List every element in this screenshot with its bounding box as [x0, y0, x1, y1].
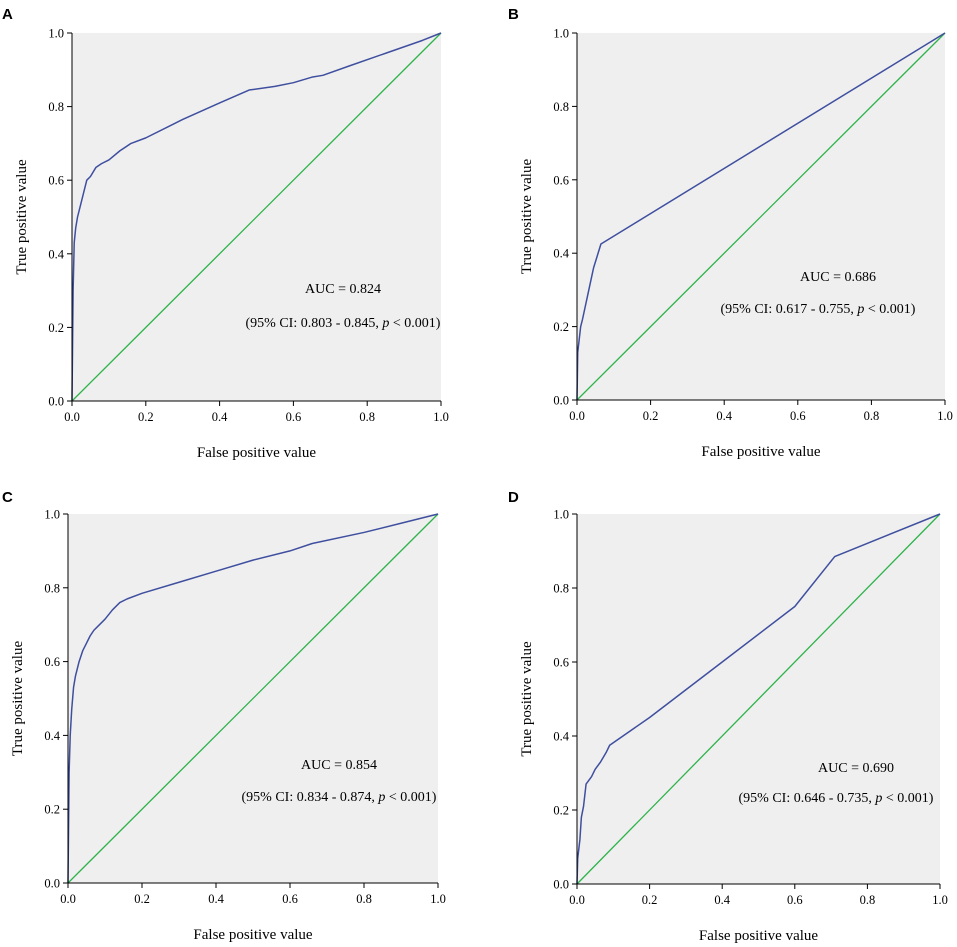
y-tick-label: 0.8: [48, 100, 64, 114]
x-tick-label: 1.0: [932, 893, 948, 907]
y-axis-title: True positive value: [519, 641, 535, 757]
y-tick-label: 0.0: [44, 877, 60, 891]
reference-line: [67, 513, 439, 884]
x-tick-label: 0.4: [212, 410, 228, 424]
panel-letter-c: C: [2, 489, 13, 506]
x-tick-label: 0.4: [208, 892, 224, 906]
x-tick-label: 0.4: [714, 893, 730, 907]
y-tick-label: 0.4: [48, 247, 64, 261]
y-tick-label: 0.2: [553, 320, 569, 334]
x-tick-label: 0.8: [356, 892, 372, 906]
x-tick-label: 0.2: [643, 409, 659, 423]
y-tick-label: 1.0: [553, 508, 569, 522]
y-tick-label: 0.0: [553, 394, 569, 408]
x-tick-label: 0.2: [134, 892, 150, 906]
y-tick-label: 0.0: [48, 395, 64, 409]
y-tick-label: 1.0: [553, 27, 569, 41]
x-tick-label: 0.8: [864, 409, 880, 423]
y-tick-label: 0.6: [553, 656, 569, 670]
y-tick-label: 0.6: [48, 174, 64, 188]
y-axis-title: True positive value: [519, 159, 535, 275]
panel-letter-b: B: [508, 6, 519, 23]
ci-annotation: (95% CI: 0.803 - 0.845, p < 0.001): [246, 316, 441, 331]
reference-line: [71, 32, 442, 402]
x-tick-label: 0.2: [642, 893, 658, 907]
y-tick-label: 0.0: [553, 878, 569, 892]
x-axis-title: False positive value: [193, 927, 312, 943]
ci-annotation: (95% CI: 0.646 - 0.735, p < 0.001): [739, 791, 934, 806]
y-tick-label: 0.6: [553, 173, 569, 187]
panel-letter-a: A: [2, 6, 13, 23]
ci-annotation: (95% CI: 0.834 - 0.874, p < 0.001): [242, 790, 437, 805]
x-tick-label: 0.0: [569, 409, 585, 423]
x-tick-label: 1.0: [937, 409, 953, 423]
x-tick-label: 0.6: [282, 892, 298, 906]
auc-annotation: AUC = 0.686: [800, 270, 876, 285]
x-tick-label: 0.4: [716, 409, 732, 423]
y-axis-title: True positive value: [14, 159, 30, 275]
roc-curve: [71, 32, 442, 402]
x-tick-label: 0.8: [860, 893, 876, 907]
x-tick-label: 0.8: [359, 410, 375, 424]
panel-b: B 0.0 0.2 0.4 0.6 0.8 1.0 0.0 0.2 0.4 0.6 0.8 1.0 Fa…: [508, 6, 953, 460]
panel-d: D 0.0 0.2 0.4 0.6 0.8 1.0 0.0 0.2 0.4 0.6 0.8 1.0 Fa…: [508, 489, 948, 944]
y-tick-label: 0.8: [553, 582, 569, 596]
x-tick-label: 0.0: [569, 893, 585, 907]
x-tick-label: 0.2: [138, 410, 154, 424]
x-axis-title: False positive value: [699, 928, 818, 944]
roc-curve: [576, 32, 946, 401]
y-tick-label: 0.8: [44, 581, 60, 595]
x-tick-label: 1.0: [433, 410, 449, 424]
ci-annotation: (95% CI: 0.617 - 0.755, p < 0.001): [721, 302, 916, 317]
y-tick-label: 0.8: [553, 100, 569, 114]
y-tick-label: 0.6: [44, 655, 60, 669]
x-axis-title: False positive value: [701, 444, 820, 460]
x-tick-label: 0.0: [60, 892, 76, 906]
y-tick-label: 0.4: [553, 730, 569, 744]
y-tick-label: 0.2: [553, 804, 569, 818]
y-tick-label: 0.2: [48, 321, 64, 335]
auc-annotation: AUC = 0.690: [818, 761, 894, 776]
x-tick-label: 1.0: [430, 892, 446, 906]
panel-c: C 0.0 0.2 0.4 0.6 0.8 1.0 0.0 0.2 0.4 0.6 0.8 1.0 Fa…: [2, 489, 446, 943]
x-tick-label: 0.6: [286, 410, 302, 424]
panel-a: A 0.0 0.2 0.4 0.6 0.8 1.0 0.0 0.2 0.4 0.6 0.8 1.0 Fa…: [2, 6, 449, 461]
x-axis-title: False positive value: [197, 445, 316, 461]
y-tick-label: 0.4: [44, 729, 60, 743]
y-tick-label: 1.0: [44, 508, 60, 522]
auc-annotation: AUC = 0.854: [301, 758, 377, 773]
reference-line: [576, 32, 946, 401]
x-tick-label: 0.6: [790, 409, 806, 423]
y-axis-title: True positive value: [10, 641, 26, 757]
roc-curve: [576, 513, 941, 885]
reference-line: [576, 513, 941, 885]
y-tick-label: 0.4: [553, 247, 569, 261]
roc-curve: [67, 513, 439, 884]
x-tick-label: 0.0: [64, 410, 80, 424]
y-tick-label: 1.0: [48, 27, 64, 41]
x-tick-label: 0.6: [787, 893, 803, 907]
y-tick-label: 0.2: [44, 803, 60, 817]
auc-annotation: AUC = 0.824: [305, 282, 381, 297]
panel-letter-d: D: [508, 489, 519, 506]
